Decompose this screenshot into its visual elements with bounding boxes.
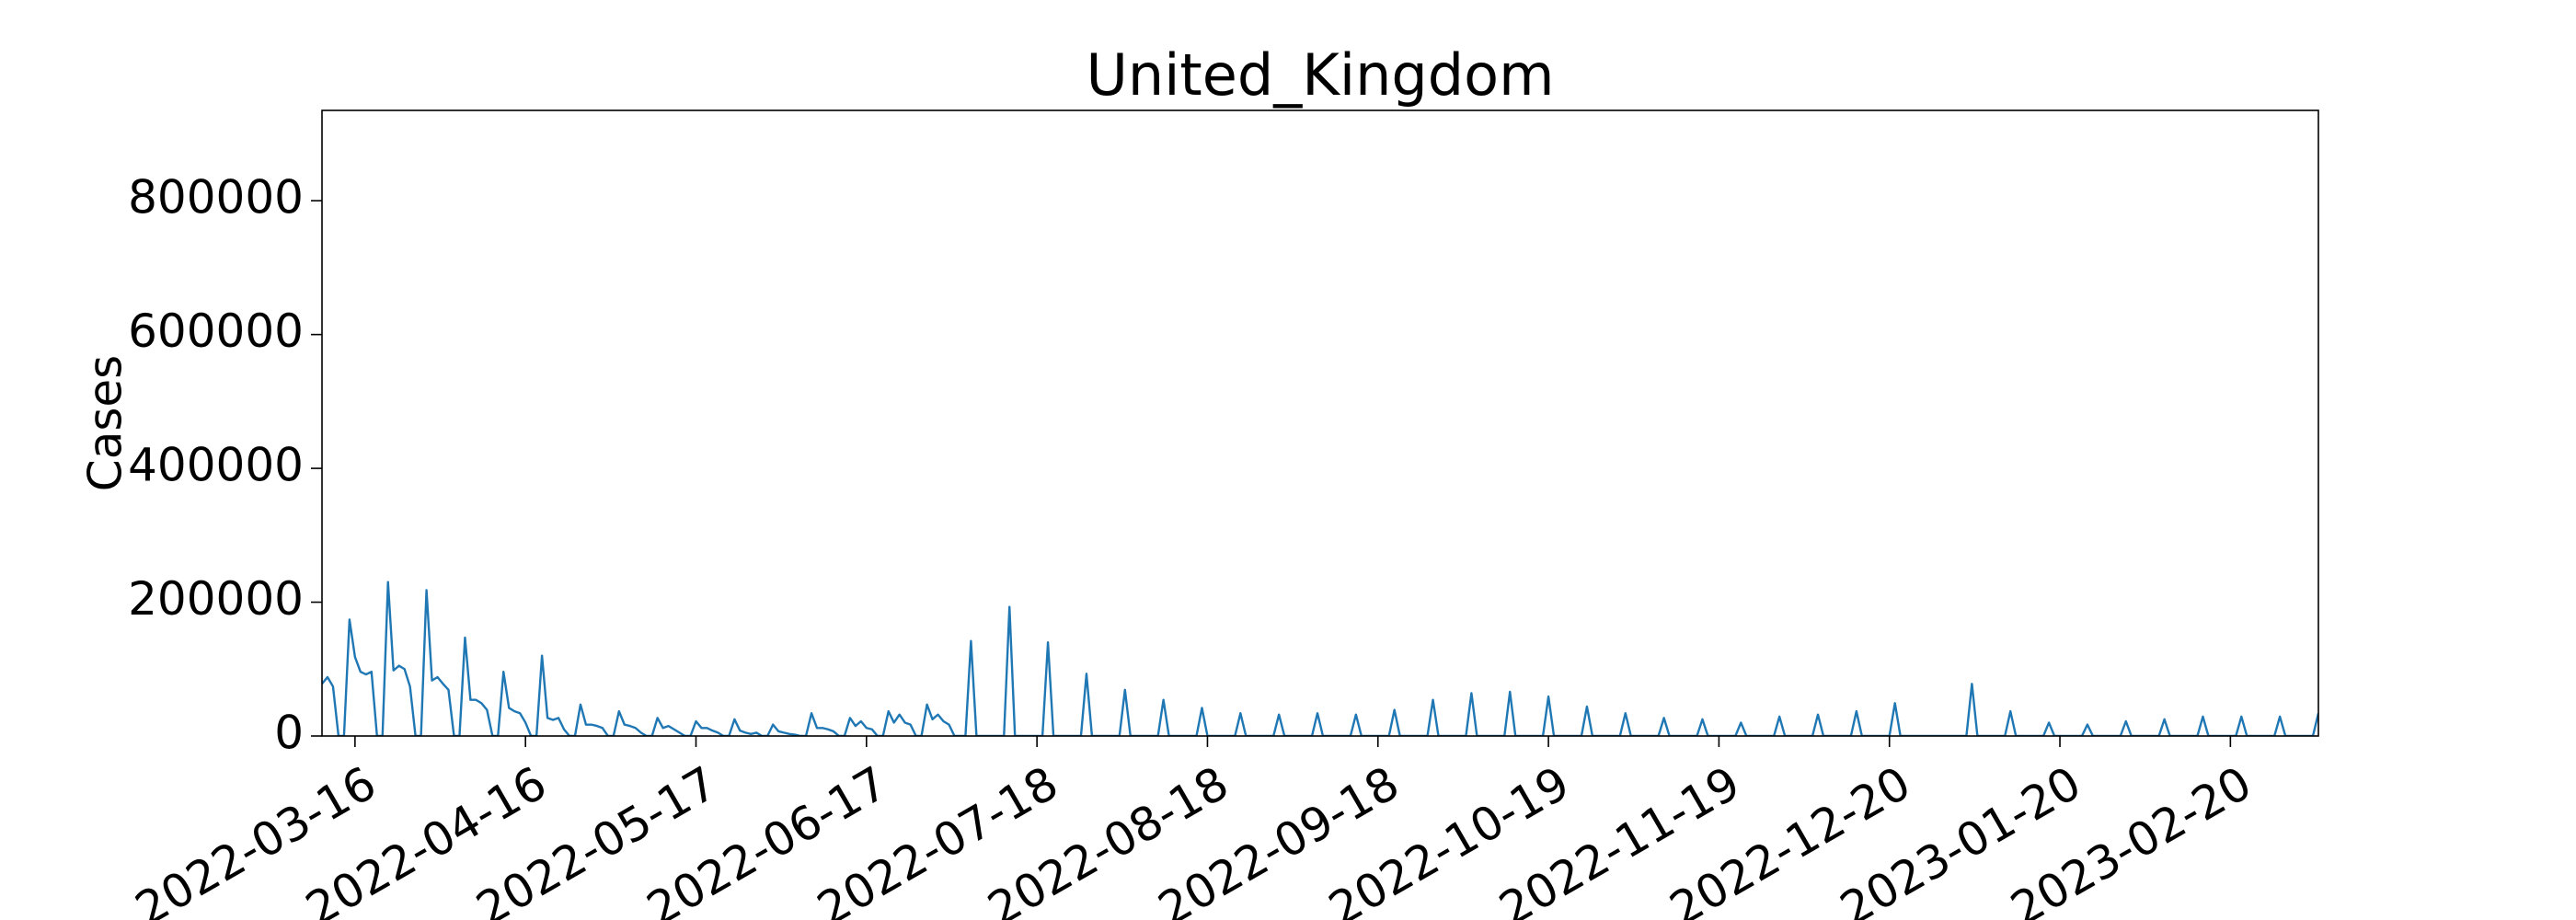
y-tick-label: 400000 xyxy=(128,439,304,492)
y-tick-label: 800000 xyxy=(128,171,304,224)
plot-frame xyxy=(321,109,2319,737)
y-axis-label: Cases xyxy=(79,355,132,491)
y-tick-label: 200000 xyxy=(128,572,304,626)
data-line xyxy=(322,581,2318,736)
y-tick-label: 600000 xyxy=(128,305,304,358)
chart-title: United_Kingdom xyxy=(1087,41,1555,109)
y-tick-label: 0 xyxy=(274,707,304,760)
